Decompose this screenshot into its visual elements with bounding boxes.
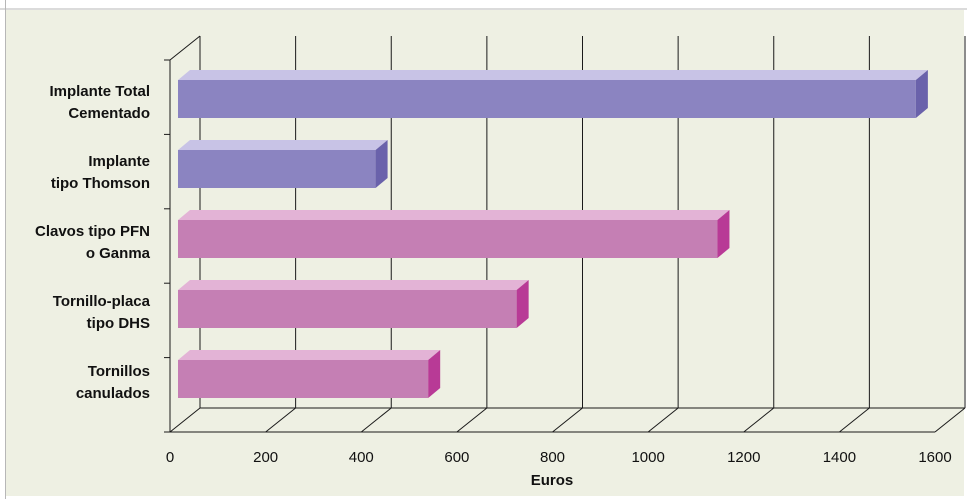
bar-top-face <box>178 350 441 360</box>
bars-layer <box>178 70 928 398</box>
floor-gridline <box>743 407 775 433</box>
category-label-line: tipo Thomson <box>51 175 150 192</box>
floor-gridline <box>647 407 679 433</box>
category-label-line: Implante Total <box>49 83 150 100</box>
bar <box>178 210 730 258</box>
category-label-line: canulados <box>76 385 150 402</box>
floor-gridline <box>265 407 296 433</box>
x-tick-label: 1200 <box>727 449 760 466</box>
x-tick-label: 800 <box>540 449 565 466</box>
bar-front-face <box>178 220 718 258</box>
bar-side-face <box>428 350 441 398</box>
x-tick-label: 0 <box>166 449 174 466</box>
category-label: Implante tipo Thomson <box>51 153 150 192</box>
category-label: Clavos tipo PFN o Ganma <box>35 223 151 262</box>
bar-top-face <box>178 140 388 150</box>
bar-front-face <box>178 360 429 398</box>
bar-front-face <box>178 150 376 188</box>
category-label: Tornillos canulados <box>76 363 150 402</box>
x-tick-label: 1400 <box>823 449 856 466</box>
x-tick-label: 1000 <box>631 449 664 466</box>
floor-gridline <box>552 407 583 433</box>
x-tick-label: 200 <box>253 449 278 466</box>
bar <box>178 140 388 188</box>
category-label-line: Tornillos <box>88 363 150 380</box>
bar <box>178 350 441 398</box>
bar-top-face <box>178 210 730 220</box>
bar-top-face <box>178 70 928 80</box>
category-label-line: Clavos tipo PFN <box>35 223 150 240</box>
bar <box>178 70 928 118</box>
x-axis-title: Euros <box>531 472 574 489</box>
bar <box>178 280 529 328</box>
category-label-line: Implante <box>88 153 150 170</box>
category-label-line: Tornillo-placa <box>53 293 151 310</box>
category-label: Implante Total Cementado <box>49 83 150 122</box>
bar-front-face <box>178 290 517 328</box>
category-label-line: o Ganma <box>86 245 151 262</box>
bar-side-face <box>375 140 388 188</box>
labels-layer: 0 200 400 600 800 1000 1200 1400 1600 Implante To… <box>35 83 952 466</box>
category-label: Tornillo-placa tipo DHS <box>53 293 151 332</box>
floor-gridline <box>456 407 488 433</box>
bar-side-face <box>915 70 928 118</box>
bar-front-face <box>178 80 916 118</box>
x-tick-label: 400 <box>349 449 374 466</box>
x-tick-label: 600 <box>444 449 469 466</box>
floor-left-edge <box>169 407 201 433</box>
category-label-line: tipo DHS <box>87 315 150 332</box>
floor-gridline <box>360 407 392 433</box>
floor-gridline <box>839 407 870 433</box>
floor-gridline <box>934 407 966 433</box>
bar-side-face <box>516 280 529 328</box>
bar-side-face <box>717 210 730 258</box>
bar-top-face <box>178 280 529 290</box>
x-tick-label: 1600 <box>918 449 951 466</box>
category-label-line: Cementado <box>68 105 150 122</box>
top-left-depth-edge <box>169 35 201 61</box>
